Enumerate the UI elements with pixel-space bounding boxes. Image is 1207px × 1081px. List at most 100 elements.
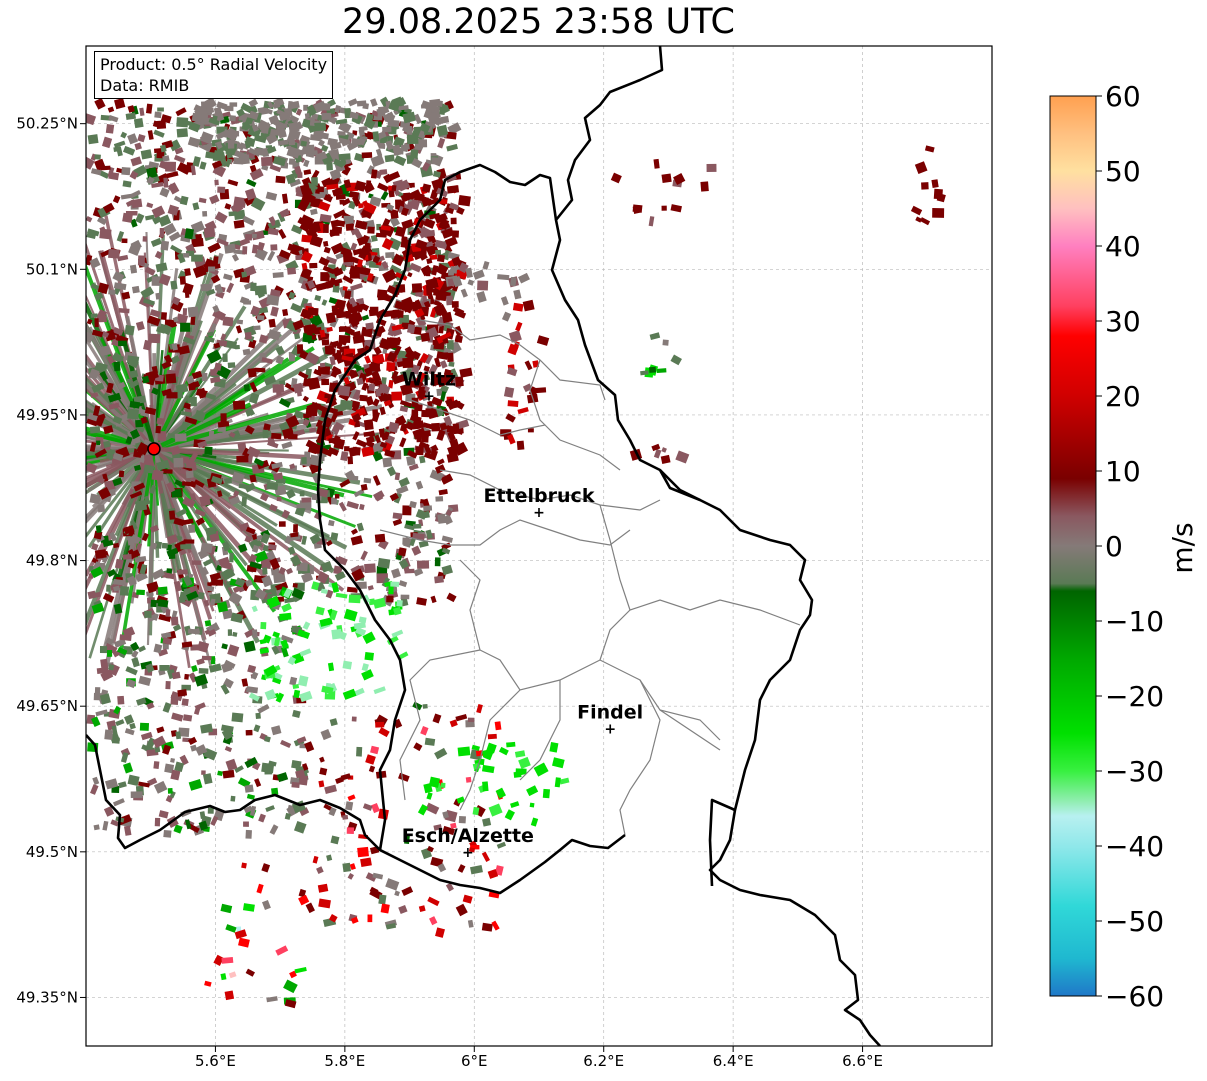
radar-gate	[388, 100, 400, 112]
radar-gate	[292, 582, 298, 588]
radar-gate	[273, 97, 285, 108]
radar-gate	[431, 157, 440, 165]
radar-gate	[117, 381, 126, 390]
radar-gate	[311, 177, 318, 186]
radar-gate	[649, 366, 657, 373]
radar-gate	[323, 194, 333, 203]
radar-gate	[358, 616, 367, 624]
radar-gate	[205, 585, 215, 592]
radar-gate	[420, 332, 431, 342]
radar-gate	[170, 729, 178, 737]
radar-gate	[434, 464, 446, 474]
radar-gate	[289, 676, 298, 686]
radar-gate	[335, 299, 347, 310]
radar-gate	[187, 736, 198, 746]
radar-gate	[299, 222, 311, 233]
radar-gate	[426, 233, 437, 245]
radar-gate	[207, 807, 214, 814]
radar-gate	[388, 584, 394, 595]
radar-gate	[269, 503, 278, 512]
colorbar-label: m/s	[1166, 522, 1199, 573]
radar-gate	[152, 215, 162, 225]
radar-gate	[670, 354, 682, 366]
radar-gate	[365, 436, 375, 444]
radar-gate	[346, 827, 355, 835]
canton-boundaries	[379, 319, 801, 836]
radar-gate	[378, 384, 391, 395]
radar-gate	[253, 457, 265, 467]
radar-gate	[267, 543, 277, 551]
radar-gate	[262, 429, 269, 439]
radar-gate	[99, 693, 111, 705]
radar-gate	[95, 709, 108, 717]
radar-gate	[254, 285, 267, 296]
radar-gate	[413, 113, 422, 125]
radar-gate	[419, 122, 431, 134]
radar-gate	[206, 349, 222, 364]
radar-site-marker[interactable]	[147, 442, 161, 456]
radar-gate	[182, 282, 194, 295]
radar-gate	[343, 215, 354, 225]
radar-gate	[352, 330, 362, 338]
radar-gate	[454, 335, 463, 344]
radar-gate	[157, 107, 164, 112]
radar-gate	[348, 297, 358, 308]
radar-gate	[334, 556, 344, 564]
radar-gate	[135, 419, 144, 428]
radar-gate	[365, 113, 374, 125]
radar-gate	[183, 539, 195, 544]
radar-gate	[129, 170, 139, 180]
radar-gate	[412, 378, 421, 388]
radar-gate	[388, 379, 394, 389]
radar-gate	[213, 107, 222, 114]
radar-gate	[170, 244, 183, 255]
radar-gate	[297, 675, 309, 687]
radar-gate	[104, 329, 116, 342]
radar-gate	[122, 762, 134, 774]
radar-gate	[244, 535, 253, 544]
radar-gate	[441, 311, 453, 324]
radar-gate	[432, 713, 442, 724]
radar-gate	[204, 629, 211, 635]
radar-gate	[112, 477, 123, 487]
radar-gate	[508, 330, 522, 343]
radar-gate	[278, 397, 291, 408]
radar-gate	[175, 731, 182, 740]
radar-gate	[354, 180, 367, 192]
radar-gate	[99, 646, 108, 654]
radar-gate	[245, 136, 256, 145]
radar-gate	[258, 813, 266, 823]
radar-gate	[191, 112, 202, 123]
radar-gate	[140, 731, 153, 741]
radar-gate	[314, 294, 322, 302]
radar-gate	[368, 430, 376, 438]
radar-gate	[236, 319, 244, 325]
radar-gate	[430, 277, 439, 287]
radar-gate	[153, 148, 162, 154]
radar-gate	[420, 100, 434, 111]
radar-gate	[289, 970, 297, 979]
radar-gate	[183, 402, 192, 410]
radar-gate	[117, 695, 125, 705]
radar-gate	[398, 105, 409, 111]
radar-gate	[251, 244, 259, 254]
radar-gate	[321, 112, 332, 121]
radar-gate	[326, 854, 333, 862]
lon-tick-label: 6.6°E	[842, 1052, 883, 1070]
radar-gate	[284, 597, 297, 604]
radar-gate	[154, 250, 163, 259]
radar-gate	[309, 134, 322, 142]
radar-gate	[276, 390, 282, 396]
radar-gate	[127, 105, 135, 113]
radar-gate	[220, 561, 233, 570]
radar-gate	[362, 200, 371, 212]
radar-gate	[291, 224, 303, 235]
data-source-label: Data: RMIB	[100, 76, 190, 95]
radar-gate	[306, 402, 320, 413]
radar-gate	[216, 142, 223, 150]
radar-gate	[270, 306, 279, 317]
radar-gate	[162, 637, 173, 645]
radar-gate	[402, 357, 414, 369]
radar-gate	[199, 494, 211, 507]
